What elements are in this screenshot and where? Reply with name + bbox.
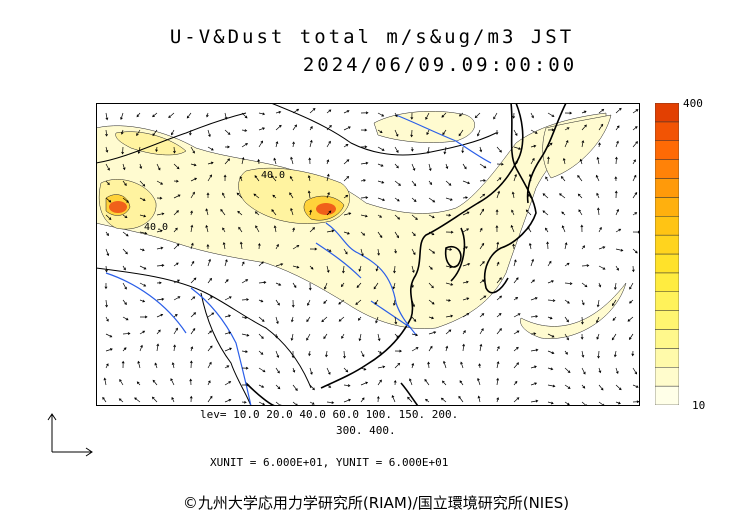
- colorbar-swatch: [655, 216, 679, 236]
- colorbar-swatch: [655, 253, 679, 274]
- rivers: [105, 114, 492, 406]
- dust-map: 40.0 40.0: [96, 103, 640, 406]
- colorbar-swatch: [655, 103, 679, 123]
- levels-line-2: 300. 400.: [336, 424, 396, 437]
- wind-vectors: [102, 107, 640, 406]
- colorbar-max-label: 400: [683, 97, 703, 110]
- colorbar: [655, 103, 679, 405]
- contour-label: 40.0 40.0: [144, 170, 285, 233]
- colorbar-swatch: [655, 385, 679, 405]
- dust-plume-peak: [109, 201, 336, 215]
- colorbar-swatch: [655, 234, 679, 255]
- colorbar-swatch: [655, 121, 679, 141]
- colorbar-swatch: [655, 348, 679, 368]
- units-label: XUNIT = 6.000E+01, YUNIT = 6.000E+01: [210, 456, 449, 469]
- colorbar-swatch: [655, 272, 679, 292]
- map-title: U-V&Dust total m/s&ug/m3 JST: [169, 26, 575, 48]
- colorbar-swatch: [655, 197, 679, 217]
- svg-text:40.0: 40.0: [144, 222, 168, 233]
- colorbar-min-label: 10: [692, 399, 706, 412]
- colorbar-swatch: [655, 291, 679, 311]
- map-datetime: 2024/06/09.09:00:00: [302, 54, 578, 76]
- axes-icon: [47, 413, 93, 457]
- levels-line-1: lev= 10.0 20.0 40.0 60.0 100. 150. 200.: [200, 408, 459, 421]
- colorbar-swatch: [655, 178, 679, 198]
- colorbar-swatch: [655, 329, 679, 349]
- svg-text:40.0: 40.0: [261, 170, 285, 181]
- colorbar-swatch: [655, 310, 679, 330]
- colorbar-swatch: [655, 140, 679, 160]
- colorbar-swatch: [655, 367, 679, 387]
- colorbar-swatch: [655, 159, 679, 179]
- copyright-credit: ©九州大学応用力学研究所(RIAM)/国立環境研究所(NIES): [182, 494, 570, 512]
